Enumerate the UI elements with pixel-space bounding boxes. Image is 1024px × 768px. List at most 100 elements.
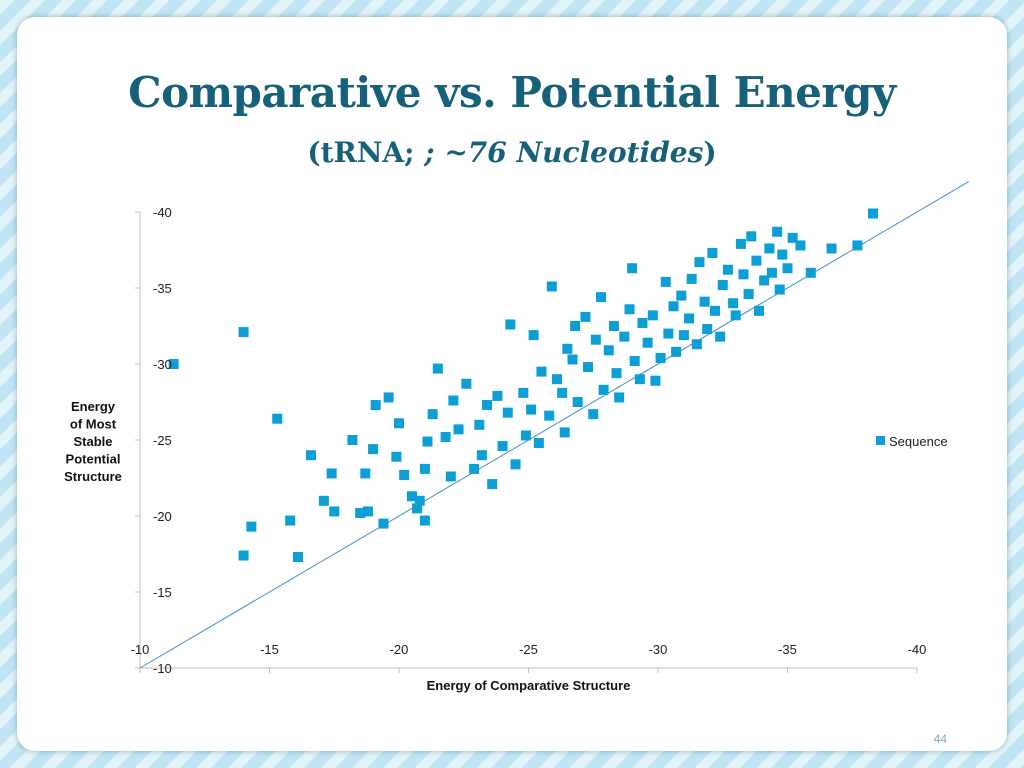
y-tick-label: -40 — [153, 205, 172, 220]
data-point — [383, 392, 394, 403]
y-tick-label: -30 — [153, 357, 172, 372]
data-point — [642, 337, 653, 348]
data-points — [168, 208, 878, 563]
data-point — [536, 366, 547, 377]
data-point — [717, 279, 728, 290]
data-point — [370, 400, 381, 411]
y-axis-label-line: Stable — [73, 434, 112, 449]
data-point — [476, 450, 487, 461]
data-point — [684, 313, 695, 324]
data-point — [588, 409, 599, 420]
x-tick-label: -10 — [131, 642, 150, 657]
data-point — [292, 552, 303, 563]
data-point — [360, 468, 371, 479]
data-point — [627, 263, 638, 274]
legend-label-sequence: Sequence — [889, 434, 948, 449]
data-point — [378, 518, 389, 529]
data-point — [544, 410, 555, 421]
data-point — [678, 330, 689, 341]
data-point — [419, 515, 430, 526]
subtitle-prefix: (tRNA; — [307, 136, 425, 169]
x-tick-label: -15 — [260, 642, 279, 657]
chart-axes — [135, 211, 918, 673]
data-point — [318, 495, 329, 506]
data-point — [246, 521, 257, 532]
data-point — [624, 304, 635, 315]
data-point — [668, 301, 679, 312]
data-point — [580, 311, 591, 322]
data-point — [526, 404, 537, 415]
tick-labels: -10 -15 -20 -25 -30 -35 -40 -10 -15 -20 -25 -30 -35 -… — [131, 205, 927, 676]
data-point — [774, 284, 785, 295]
data-point — [603, 345, 614, 356]
data-point — [572, 397, 583, 407]
data-point — [406, 491, 417, 502]
data-point — [647, 310, 658, 321]
data-point — [702, 324, 713, 335]
y-axis-label-line: of Most — [70, 417, 117, 432]
data-point — [238, 327, 249, 338]
slide-title: Comparative vs. Potential Energy — [128, 68, 896, 117]
data-point — [474, 419, 485, 430]
data-point — [766, 267, 777, 278]
y-axis-label-line: Potential — [66, 452, 121, 467]
data-point — [634, 374, 645, 385]
data-point — [510, 459, 521, 470]
data-point — [728, 298, 739, 309]
y-tick-label: -20 — [153, 509, 172, 524]
data-point — [461, 378, 472, 389]
data-point — [557, 387, 568, 398]
data-point — [598, 384, 609, 395]
data-point — [751, 255, 762, 266]
data-point — [772, 226, 783, 237]
data-point — [759, 275, 770, 286]
data-point — [399, 469, 410, 480]
data-point — [559, 427, 570, 438]
data-point — [362, 506, 373, 517]
data-point — [492, 390, 503, 401]
data-point — [743, 289, 754, 300]
data-point — [754, 305, 765, 316]
data-point — [448, 395, 459, 406]
data-point — [655, 352, 666, 363]
data-point — [518, 387, 529, 398]
data-point — [709, 305, 720, 316]
y-tick-label: -10 — [153, 661, 172, 676]
data-point — [546, 281, 557, 292]
data-point — [355, 507, 366, 518]
data-point — [738, 269, 749, 280]
reference-line-layer — [139, 181, 970, 669]
data-point — [326, 468, 337, 479]
data-point — [368, 444, 379, 455]
data-point — [285, 515, 296, 526]
chart-legend: Sequence — [876, 434, 948, 449]
data-point — [168, 359, 179, 369]
data-point — [611, 368, 622, 379]
slide-number: 44 — [933, 732, 947, 746]
data-point — [520, 430, 531, 441]
x-tick-label: -30 — [649, 642, 668, 657]
data-point — [663, 328, 674, 339]
data-point — [347, 435, 358, 445]
data-point — [596, 292, 607, 303]
data-point — [570, 321, 581, 331]
slide-subtitle: (tRNA; ; ~76 Nucleotides) — [17, 135, 1007, 171]
data-point — [694, 257, 705, 268]
data-point — [629, 355, 640, 366]
x-tick-label: -25 — [519, 642, 538, 657]
data-point — [305, 450, 316, 461]
reference-line — [139, 181, 970, 669]
data-point — [329, 506, 340, 517]
data-point — [412, 503, 423, 514]
data-point — [419, 463, 430, 474]
data-point — [805, 267, 816, 278]
data-point — [676, 290, 687, 301]
data-point — [699, 296, 710, 307]
axis-labels: Energy of Comparative Structure Energy of … — [64, 399, 630, 693]
data-point — [660, 276, 671, 287]
data-point — [453, 424, 464, 435]
y-tick-label: -35 — [153, 281, 172, 296]
data-point — [469, 463, 480, 474]
legend-marker-sequence — [876, 436, 885, 445]
